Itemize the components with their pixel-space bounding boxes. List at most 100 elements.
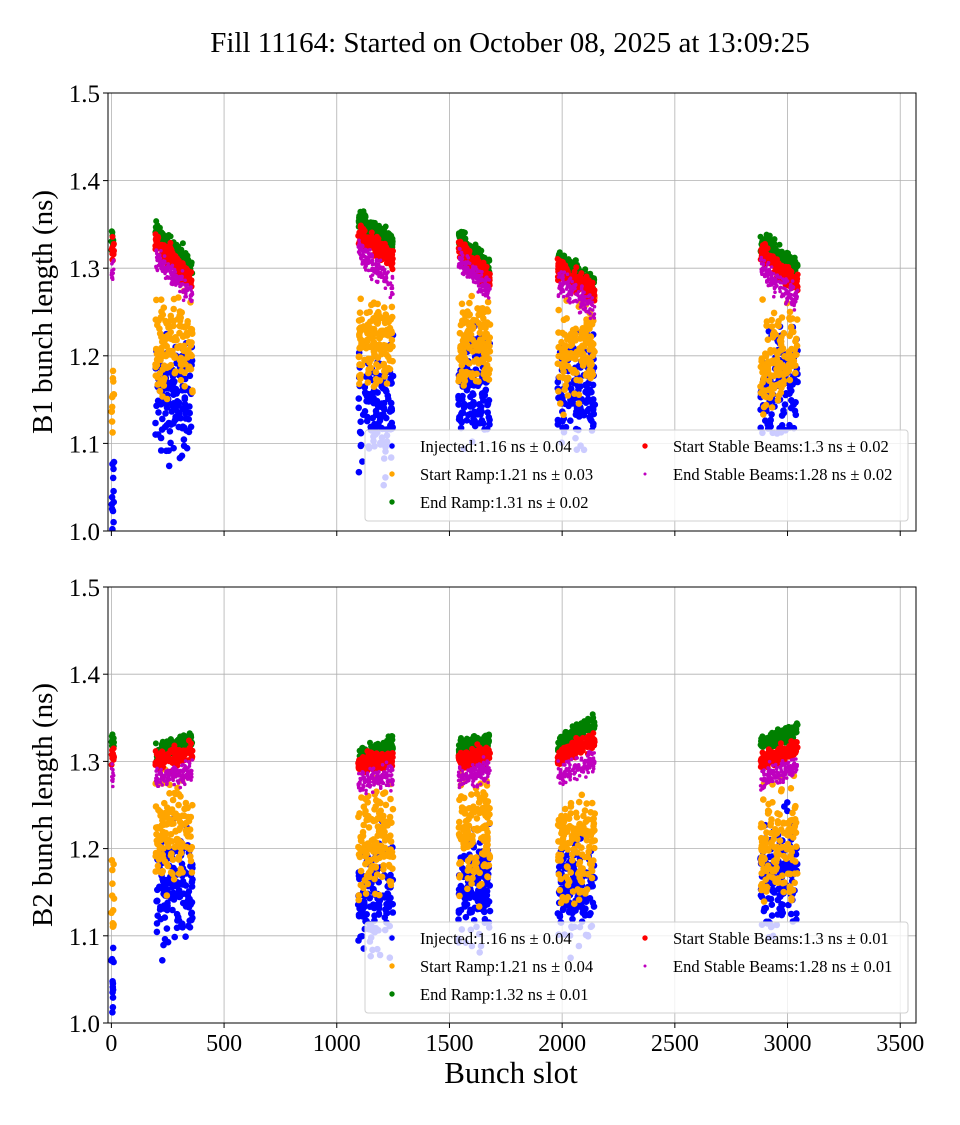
data-point xyxy=(381,853,388,860)
data-point xyxy=(786,333,793,340)
data-point xyxy=(372,863,379,870)
data-point xyxy=(480,270,484,274)
data-point xyxy=(381,304,388,311)
data-point xyxy=(579,343,586,350)
data-point xyxy=(469,390,476,397)
data-point xyxy=(759,296,766,303)
data-point xyxy=(769,912,776,919)
data-point xyxy=(588,333,595,340)
data-point xyxy=(179,251,185,257)
data-point xyxy=(370,901,377,908)
data-point xyxy=(462,241,468,247)
data-point xyxy=(166,790,173,797)
data-point xyxy=(109,892,116,899)
data-point xyxy=(366,248,370,252)
data-point xyxy=(591,820,598,827)
data-point xyxy=(458,247,462,251)
data-point xyxy=(555,854,562,861)
data-point xyxy=(170,282,174,286)
data-point xyxy=(162,914,169,921)
data-point xyxy=(180,277,184,281)
data-point xyxy=(460,264,464,268)
data-point xyxy=(162,410,169,417)
legend-label: End Ramp:1.31 ns ± 0.02 xyxy=(420,493,589,512)
data-point xyxy=(569,276,573,280)
data-point xyxy=(485,308,492,315)
data-point xyxy=(380,267,384,271)
data-point xyxy=(178,290,182,294)
data-point xyxy=(563,315,570,322)
data-point xyxy=(110,488,117,495)
data-point xyxy=(173,892,180,899)
data-point xyxy=(588,342,595,349)
data-point xyxy=(457,859,464,866)
data-point xyxy=(358,443,365,450)
data-point xyxy=(356,317,363,324)
data-point xyxy=(562,806,569,813)
data-point xyxy=(775,274,779,278)
data-point xyxy=(559,288,563,292)
data-point xyxy=(471,277,475,281)
data-point xyxy=(362,811,369,818)
data-point xyxy=(582,382,589,389)
data-point xyxy=(788,296,792,300)
data-point xyxy=(181,443,188,450)
data-point xyxy=(111,260,115,264)
data-point xyxy=(168,317,175,324)
data-point xyxy=(154,920,161,927)
data-point xyxy=(796,289,800,293)
data-point xyxy=(109,978,116,985)
data-point xyxy=(474,790,481,797)
data-point xyxy=(576,400,583,407)
data-point xyxy=(583,295,587,299)
data-point xyxy=(172,334,179,341)
data-point xyxy=(356,395,363,402)
data-point xyxy=(189,329,196,336)
data-point xyxy=(390,266,396,272)
data-point xyxy=(486,811,493,818)
data-point xyxy=(784,302,788,306)
data-point xyxy=(476,281,480,285)
data-point xyxy=(788,346,795,353)
data-point xyxy=(555,417,562,424)
data-point xyxy=(110,519,117,526)
data-point xyxy=(356,911,363,918)
data-point xyxy=(383,224,389,230)
data-point xyxy=(585,282,591,288)
data-point xyxy=(772,276,776,280)
data-point xyxy=(361,249,365,253)
data-point xyxy=(771,310,778,317)
data-point xyxy=(772,241,778,247)
data-point xyxy=(374,398,381,405)
y-tick-label: 1.4 xyxy=(69,169,101,196)
data-point xyxy=(358,224,364,230)
data-point xyxy=(185,923,192,930)
data-point xyxy=(160,312,167,319)
data-point xyxy=(555,307,562,314)
data-point xyxy=(110,945,117,952)
data-point xyxy=(769,888,776,895)
data-point xyxy=(182,394,189,401)
data-point xyxy=(382,320,389,327)
data-point xyxy=(457,345,464,352)
data-point xyxy=(155,249,159,253)
data-point xyxy=(164,925,171,932)
data-point xyxy=(576,391,583,398)
data-point xyxy=(568,285,572,289)
data-point xyxy=(182,299,186,303)
data-point xyxy=(389,865,396,872)
data-point xyxy=(167,276,171,280)
data-point xyxy=(171,934,178,941)
data-point xyxy=(161,338,168,345)
data-point xyxy=(459,396,466,403)
data-point xyxy=(555,388,562,395)
data-point xyxy=(772,295,776,299)
data-point xyxy=(572,337,579,344)
y-tick-label: 1.4 xyxy=(69,662,101,689)
data-point xyxy=(183,279,187,283)
data-point xyxy=(360,822,367,829)
data-point xyxy=(588,293,592,297)
data-point xyxy=(776,260,782,266)
data-point xyxy=(576,799,583,806)
